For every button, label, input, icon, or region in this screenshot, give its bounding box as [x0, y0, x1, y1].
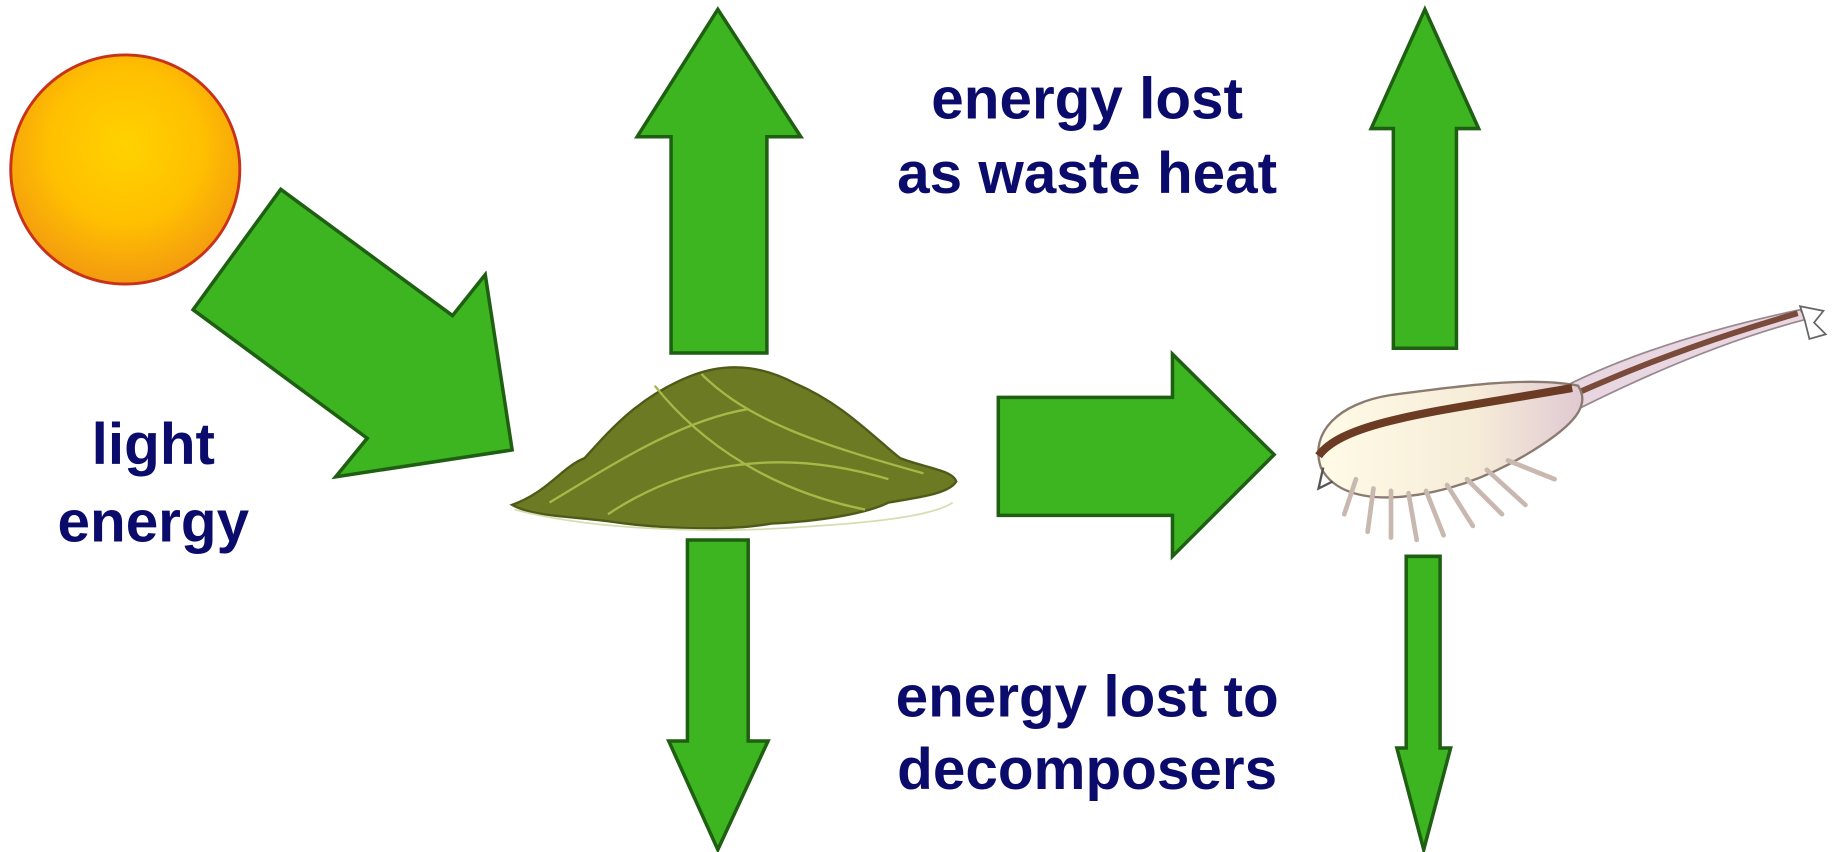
label-line: energy lost to [896, 665, 1279, 730]
label-line: decomposers [897, 737, 1277, 802]
sun [11, 55, 240, 284]
decomposer-arrow-producer [669, 540, 768, 850]
transfer-arrow [998, 354, 1274, 556]
heat-arrow-producer [637, 9, 801, 353]
page: light energy energy lost as waste heat e… [0, 0, 1833, 852]
algae [512, 367, 956, 530]
light-arrow [193, 189, 512, 477]
label-line: light [92, 412, 215, 477]
decomposer-arrow-consumer [1397, 556, 1451, 849]
label-line: energy [58, 489, 250, 554]
decomposers-label: energy lost to decomposers [896, 665, 1279, 802]
light-energy-label: light energy [58, 412, 250, 554]
label-line: energy lost [931, 66, 1243, 131]
heat-arrow-consumer [1371, 9, 1479, 348]
diagram: light energy energy lost as waste heat e… [0, 0, 1833, 852]
waste-heat-label: energy lost as waste heat [897, 66, 1277, 206]
label-line: as waste heat [897, 141, 1277, 206]
